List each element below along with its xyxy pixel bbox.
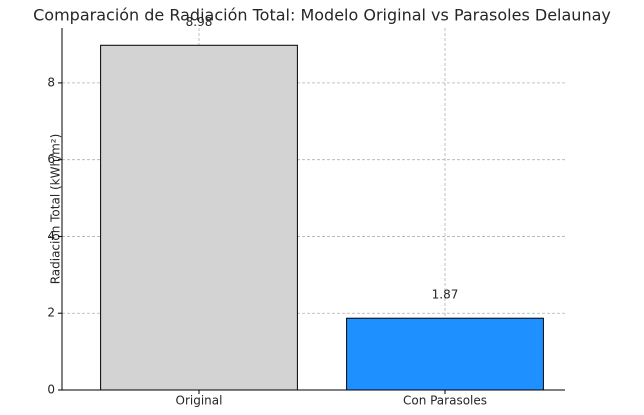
x-tick-label: Con Parasoles [403,394,487,408]
y-tick-label: 0 [47,383,55,397]
bar [100,44,298,391]
x-tick-label: Original [176,394,223,408]
y-tick-label: 4 [47,229,55,243]
y-tick-label: 6 [47,152,55,166]
y-axis-label: Radiación Total (kWh/m²) [49,134,63,285]
chart-title: Comparación de Radiación Total: Modelo O… [33,6,611,25]
y-tick-label: 2 [47,306,55,320]
value-label: 1.87 [432,288,459,302]
bar [346,317,544,391]
value-label: 8.98 [186,15,213,29]
y-tick-label: 8 [47,75,55,89]
